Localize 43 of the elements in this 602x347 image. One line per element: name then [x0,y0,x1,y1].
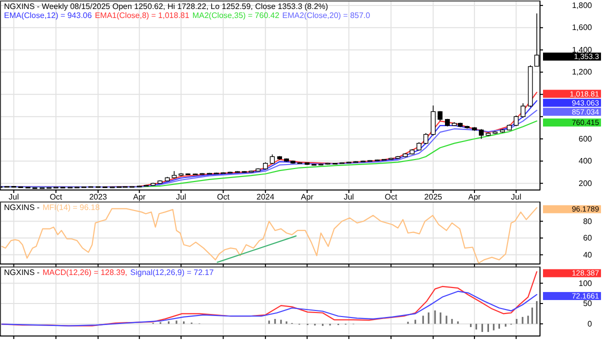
y-tick-label: 200 [578,178,593,188]
x-tick-label: Jul [344,192,354,202]
x-tick-label: 2024 [256,192,275,202]
y-tick-label: 100 [578,278,593,288]
chart-title: NGXINS - [4,203,40,212]
y-tick-label: 1,400 [572,45,593,54]
text: EMA1(Close,8) = 1,018.81 [94,11,190,20]
x-tick-label: Oct [50,192,63,202]
y-tick-label: 60 [583,234,593,243]
candlestick [478,128,484,140]
candlestick [514,115,519,126]
y-tick-label: 600 [578,134,593,144]
x-tick-label: Jul [8,192,20,202]
text: MA2(Close,35) = 760.42 [192,11,280,20]
y-tick-label: 1,800 [572,1,593,10]
x-tick-label: Oct [217,192,230,202]
y-tick-label: 400 [578,156,593,166]
x-tick-label: 2023 [89,192,108,202]
x-tick-label: Apr [133,192,146,202]
chart-title: NGXINS - Weekly 08/15/2025 Open 1250.62, Hi 1728.22, Lo 1252.59, Close 1353.3 (8.2%) [4,2,328,11]
line-series [1,290,538,326]
candlestick [423,132,428,145]
x-tick-label: Apr [300,192,314,202]
x-tick-label: Oct [384,192,398,202]
series-label: MFI(14) = 96.18 [42,203,100,212]
y-tick-label: 0 [588,319,593,328]
text: Signal(12,26,9) = 72.17 [130,268,214,277]
chart-title: NGXINS - [4,268,40,277]
x-tick-label: 2025 [424,192,443,202]
y-tick-label: 1,600 [572,23,593,32]
x-tick-label: Jul [511,192,522,202]
candlestick [438,110,442,122]
candlestick [520,102,526,118]
x-tick-label: Apr [468,192,482,202]
text: MACD(12,26) = 128.39, [42,268,128,277]
y-tick-label: 50 [583,299,593,308]
candlestick [430,105,436,136]
x-tick-label: Jul [176,192,186,202]
y-tick-label: 80 [583,216,593,226]
y-tick-label: 40 [583,250,593,260]
text: EMA(Close,12) = 943.06 [4,11,92,20]
text: EMA2(Close,20) = 857.0 [282,11,371,20]
y-tick-label: 1,200 [572,68,593,77]
